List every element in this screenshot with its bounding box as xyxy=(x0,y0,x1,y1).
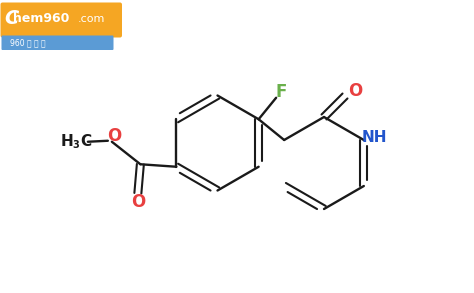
Text: H: H xyxy=(61,134,73,149)
Text: O: O xyxy=(348,82,362,100)
Text: .com: .com xyxy=(78,14,105,24)
Text: O: O xyxy=(131,193,145,211)
Text: 3: 3 xyxy=(73,140,79,150)
Text: hem960: hem960 xyxy=(13,13,70,25)
Text: F: F xyxy=(275,83,287,101)
Text: NH: NH xyxy=(362,130,388,145)
FancyBboxPatch shape xyxy=(0,3,122,38)
Text: C: C xyxy=(80,134,91,149)
Text: O: O xyxy=(107,127,121,145)
FancyBboxPatch shape xyxy=(1,35,113,50)
Text: 960 化 工 网: 960 化 工 网 xyxy=(9,38,46,47)
Text: C: C xyxy=(4,9,18,28)
